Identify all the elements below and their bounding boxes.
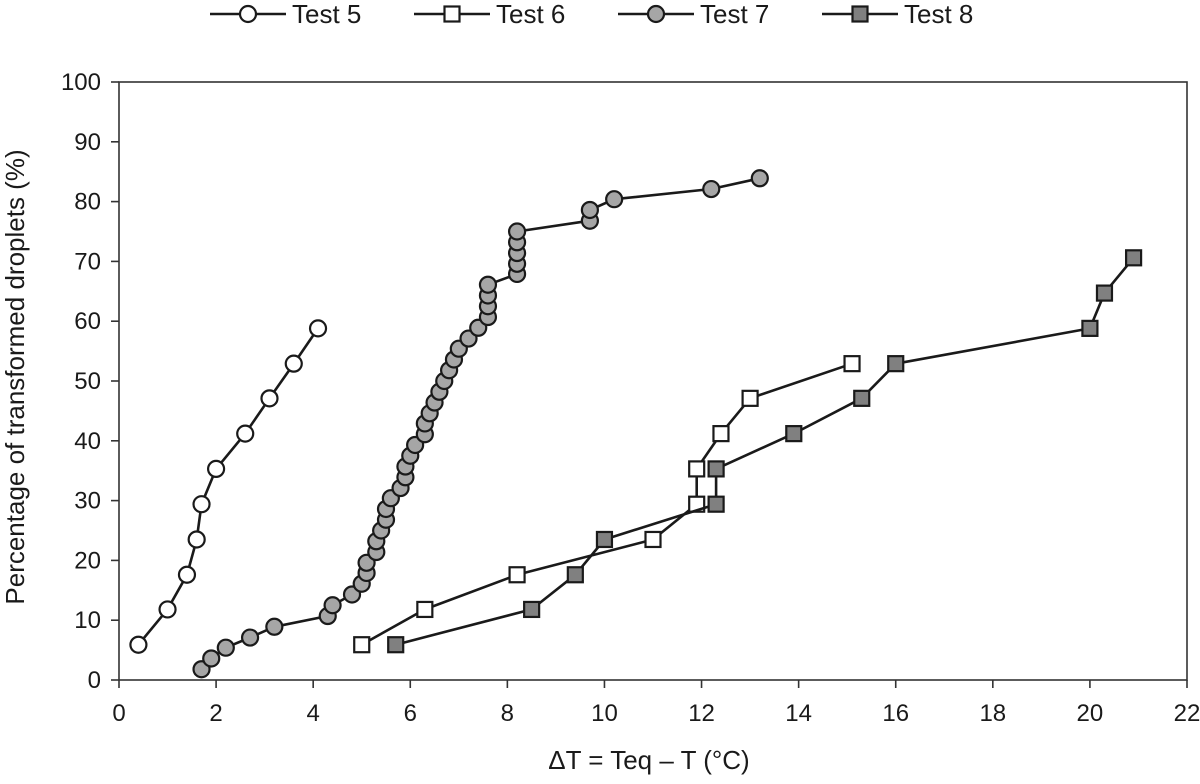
- legend-label-test-6: Test 6: [496, 0, 565, 29]
- series-group: [129, 169, 1143, 679]
- data-point-test-5: [236, 424, 255, 443]
- data-point-test-7: [323, 596, 342, 615]
- legend-item-test-8: Test 8: [822, 0, 973, 29]
- x-tick-label: 8: [501, 700, 514, 727]
- data-point-test-6: [741, 389, 759, 407]
- data-point-test-5: [192, 495, 211, 514]
- data-point-test-7: [605, 190, 624, 209]
- data-point-test-5: [260, 389, 279, 408]
- y-tick-label: 30: [74, 488, 101, 515]
- data-point-test-8: [566, 566, 584, 584]
- y-tick-label: 90: [74, 129, 101, 156]
- data-point-test-8: [887, 355, 905, 373]
- x-tick-label: 10: [591, 700, 618, 727]
- legend-label-test-5: Test 5: [292, 0, 361, 29]
- x-axis-title: ΔT = Teq – T (°C): [548, 745, 749, 775]
- y-tick-label: 80: [74, 189, 101, 216]
- data-point-test-8: [853, 389, 871, 407]
- x-tick-label: 18: [979, 700, 1006, 727]
- data-point-test-8: [785, 425, 803, 443]
- x-tick-label: 20: [1077, 700, 1104, 727]
- data-point-test-7: [216, 638, 235, 657]
- data-point-test-7: [580, 200, 599, 220]
- data-point-test-7: [750, 169, 769, 188]
- y-tick-label: 10: [74, 607, 101, 634]
- series-line-test-8: [395, 256, 1135, 646]
- series-test-7: [192, 169, 769, 679]
- legend-marker-test-8: [851, 5, 869, 23]
- y-axis-title: Percentage of transformed droplets (%): [0, 149, 30, 604]
- data-point-test-8: [523, 600, 541, 619]
- x-tick-label: 14: [785, 700, 812, 727]
- plot-frame: [118, 81, 1188, 681]
- series-line-test-5: [137, 327, 320, 646]
- x-tick-label: 22: [1174, 700, 1200, 727]
- y-tick-label: 0: [88, 667, 101, 694]
- series-line-test-7: [200, 177, 761, 671]
- x-tick-label: 0: [112, 700, 125, 727]
- x-tick-label: 2: [209, 700, 222, 727]
- data-point-test-7: [265, 617, 284, 636]
- data-point-test-8: [1081, 319, 1099, 337]
- data-point-test-5: [308, 319, 328, 338]
- x-tick-label: 16: [882, 700, 909, 727]
- x-tick-label: 12: [688, 700, 715, 727]
- data-point-test-6: [416, 600, 434, 619]
- data-point-test-5: [158, 600, 177, 619]
- data-point-test-5: [206, 459, 226, 479]
- y-tick-label: 70: [74, 248, 101, 275]
- x-tick-label: 4: [307, 700, 320, 727]
- data-point-test-7: [507, 222, 527, 241]
- data-point-test-7: [202, 649, 221, 668]
- legend-item-test-6: Test 6: [414, 0, 565, 29]
- data-point-test-8: [387, 636, 405, 654]
- data-point-test-8: [707, 460, 725, 478]
- legend-marker-test-7: [646, 4, 666, 24]
- legend-group: Test 5 Test 6 Test 7 Test 8: [210, 0, 973, 29]
- data-point-test-6: [644, 530, 662, 549]
- data-point-test-8: [1124, 249, 1143, 267]
- data-point-test-6: [508, 566, 526, 584]
- legend-marker-test-6: [443, 5, 461, 23]
- data-point-test-5: [129, 635, 148, 654]
- data-point-test-6: [843, 355, 861, 373]
- data-point-test-5: [177, 565, 197, 584]
- data-point-test-8: [595, 530, 614, 549]
- legend-item-test-5: Test 5: [210, 0, 361, 29]
- data-point-test-7: [702, 179, 721, 199]
- data-point-test-6: [688, 460, 706, 478]
- data-point-test-5: [284, 354, 303, 373]
- series-test-8: [387, 249, 1143, 654]
- legend-label-test-8: Test 8: [904, 0, 973, 29]
- data-point-test-6: [712, 425, 730, 443]
- y-tick-label: 40: [74, 428, 101, 455]
- y-tick-label: 100: [61, 69, 101, 96]
- x-tick-label: 6: [404, 700, 417, 727]
- data-point-test-8: [1095, 284, 1114, 302]
- series-test-5: [129, 319, 328, 654]
- y-tick-label: 20: [74, 547, 101, 574]
- data-point-test-8: [707, 495, 725, 513]
- data-point-test-6: [353, 636, 371, 654]
- legend-item-test-7: Test 7: [618, 0, 769, 29]
- y-tick-label: 60: [74, 308, 101, 335]
- y-tick-label: 50: [74, 368, 101, 395]
- data-point-test-5: [187, 530, 206, 549]
- legend-marker-test-5: [238, 4, 258, 24]
- legend-label-test-7: Test 7: [700, 0, 769, 29]
- data-point-test-7: [478, 275, 498, 294]
- data-point-test-7: [240, 628, 260, 647]
- axes-group: 0 10 20 30 40 50 60 70 80 90 100 0 2 4 6 8 10 12 14 16 18 20 2…: [0, 69, 1200, 775]
